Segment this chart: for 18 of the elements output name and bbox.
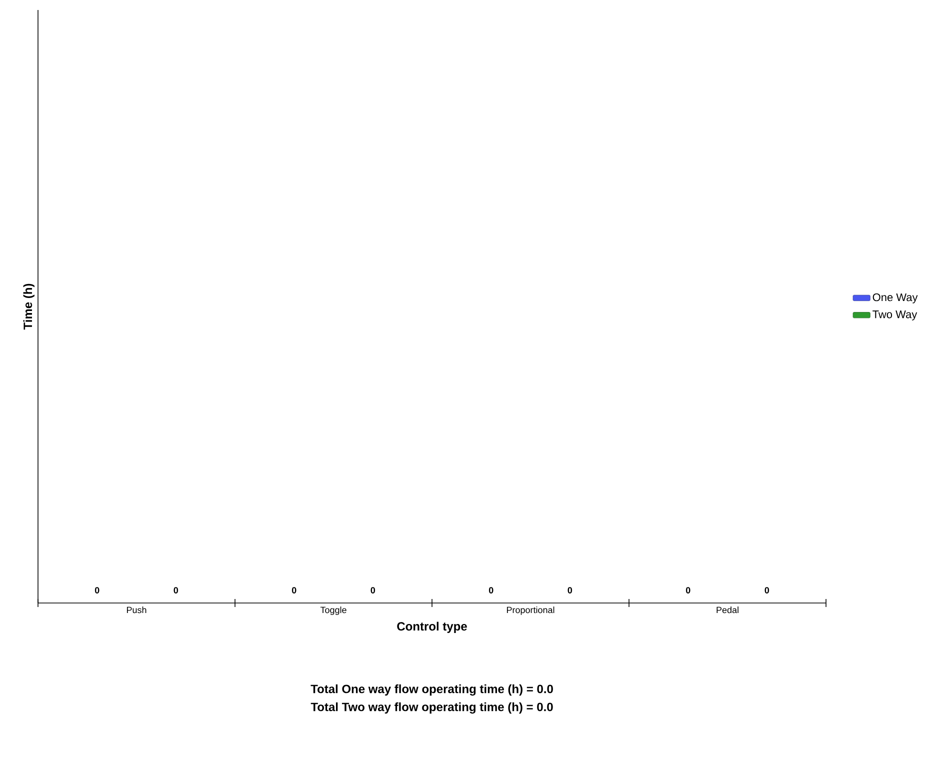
category-label: Toggle: [320, 606, 346, 615]
data-label: 0: [292, 587, 296, 594]
data-label: 0: [370, 587, 376, 594]
data-label: 0: [568, 587, 572, 594]
data-label: 0: [488, 587, 494, 594]
category-label: Proportional: [506, 606, 554, 615]
data-label: 0: [174, 587, 178, 594]
text: Control type: [397, 622, 467, 633]
text: Total One way flow operating time (h) = 0.0: [310, 684, 553, 696]
text: Total Two way flow operating time (h) = 0.0: [310, 702, 553, 714]
data-label: 0: [94, 587, 100, 594]
category-label: Pedal: [716, 606, 738, 614]
legend-label: One Way: [872, 293, 918, 304]
legend-label: Two Way: [872, 310, 918, 320]
text: Time (h): [23, 284, 34, 330]
data-label: 0: [764, 587, 770, 594]
category-label: Push: [126, 606, 146, 614]
data-label: 0: [686, 587, 690, 594]
